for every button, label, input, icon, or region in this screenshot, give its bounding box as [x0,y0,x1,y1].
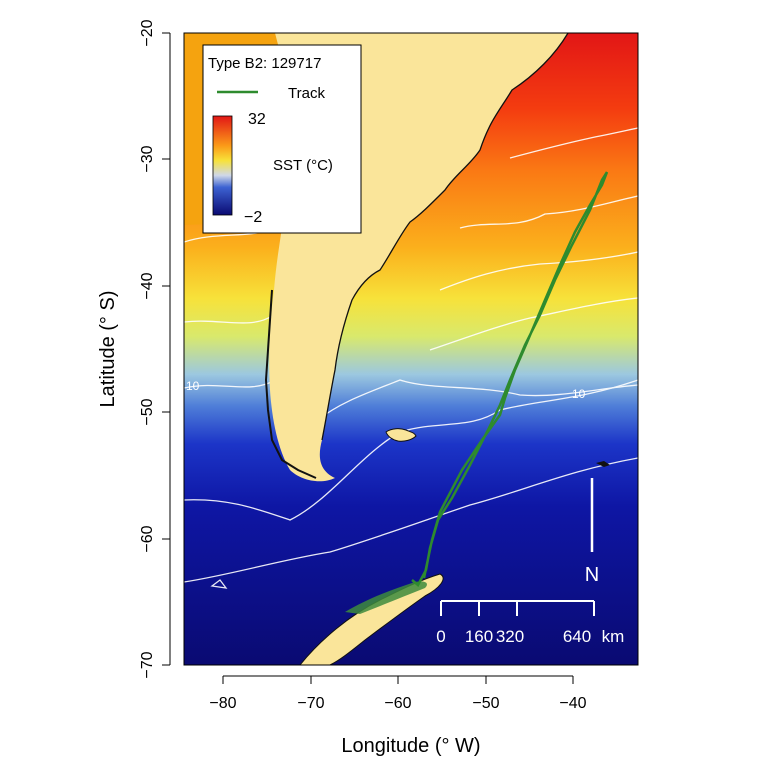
contour-line [439,251,638,291]
x-axis: −80 −70 −60 −50 −40 Longitude (° W) [209,675,587,757]
x-tick-label: −40 [559,695,586,712]
colorbar-max-label: 32 [248,111,266,128]
contour-line [509,127,638,159]
y-tick-label: −40 [139,272,156,299]
south-america-land [184,33,568,482]
scale-bar-unit: km [602,627,625,646]
x-tick-label: −50 [472,695,499,712]
legend: Type B2: 129717 Track 32 SST (°C) −2 [202,44,362,234]
x-axis-title: Longitude (° W) [341,735,480,757]
y-axis: −20 −30 −40 −50 −60 −70 Latitude (° S) [97,19,171,679]
contour-line [459,195,638,229]
contour-line [317,379,638,421]
y-tick-label: −30 [139,145,156,172]
scale-bar-label: 160 [465,627,493,646]
antarctic-peninsula-ice [345,581,427,614]
y-axis-title: Latitude (° S) [97,291,119,408]
x-tick-label: −70 [297,695,324,712]
north-arrow: N [585,478,599,586]
contour-line [184,315,273,324]
south-georgia [596,461,610,467]
colorbar-min-label: −2 [244,209,262,226]
animal-track [411,171,609,587]
contour-line [184,379,276,389]
falkland-islands [385,428,417,442]
contour-label-right: 10 [572,387,586,401]
contour-line [429,297,638,351]
plot-frame [183,32,639,666]
y-tick-label: −50 [139,398,156,425]
y-tick-label: −70 [139,651,156,678]
chile-fjords [264,289,317,479]
legend-track-label: Track [288,85,325,102]
y-tick-label: −20 [139,19,156,46]
contour-label-left: 10 [186,379,200,393]
contour-line [210,579,228,589]
scale-bar: 0 160 320 640 km [436,600,625,646]
scale-bar-label: 320 [496,627,524,646]
colorbar-title: SST (°C) [273,157,333,174]
legend-title: Type B2: 129717 [208,55,321,72]
colorbar [212,115,233,216]
north-arrow-label: N [585,564,599,586]
y-tick-label: −60 [139,525,156,552]
scale-bar-label: 0 [436,627,445,646]
scale-bar-label: 640 [563,627,591,646]
x-tick-label: −80 [209,695,236,712]
contour-line [184,457,638,583]
argentina-coast [321,33,569,441]
x-tick-label: −60 [384,695,411,712]
sst-contours [184,127,638,589]
